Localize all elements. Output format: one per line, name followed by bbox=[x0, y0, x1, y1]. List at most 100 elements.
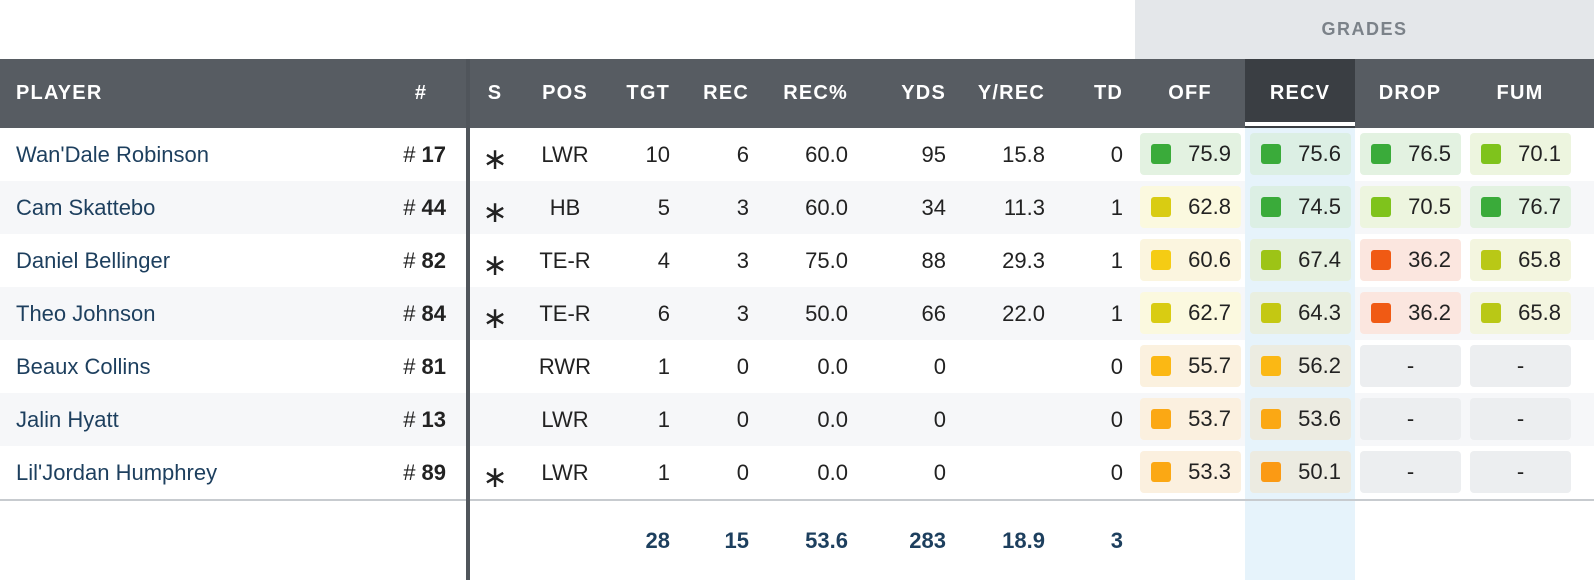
stat-rec: 3 bbox=[736, 300, 749, 326]
table-row[interactable]: Daniel Bellinger #82 ∗ TE-R 4 3 75.0 88 29.3 1 60.… bbox=[0, 234, 1594, 287]
col-header-rec[interactable]: REC bbox=[703, 82, 749, 104]
col-header-tgt[interactable]: TGT bbox=[626, 82, 670, 104]
grade-value: 75.9 bbox=[1188, 141, 1231, 166]
recv-header-active-bg bbox=[1245, 59, 1355, 128]
player-name-link[interactable]: Lil'Jordan Humphrey bbox=[16, 459, 218, 485]
grade-value: 76.7 bbox=[1518, 194, 1561, 219]
stat-rec-pct: 0.0 bbox=[817, 353, 848, 379]
player-name-link[interactable]: Theo Johnson bbox=[16, 300, 156, 326]
col-header-pos[interactable]: POS bbox=[542, 82, 588, 104]
grade-value: 65.8 bbox=[1518, 300, 1561, 325]
stat-y-rec bbox=[950, 446, 1045, 499]
grade-value: 74.5 bbox=[1298, 194, 1341, 219]
grade-recv: 56.2 bbox=[1250, 345, 1351, 387]
jersey-prefix: # bbox=[403, 300, 416, 326]
jersey-number-value: 44 bbox=[421, 194, 446, 220]
jersey-prefix: # bbox=[403, 194, 416, 220]
stat-rec-pct: 0.0 bbox=[817, 406, 848, 432]
grade-off: 75.9 bbox=[1140, 133, 1241, 175]
grade-color-swatch-icon bbox=[1481, 144, 1501, 164]
jersey-number: #89 bbox=[380, 446, 446, 499]
total-rec: 15 bbox=[724, 528, 749, 553]
starter-star-icon: ∗ bbox=[470, 181, 520, 234]
player-name-link[interactable]: Beaux Collins bbox=[16, 353, 151, 379]
table-row[interactable]: Beaux Collins #81 RWR 1 0 0.0 0 0 55.7 56.2 - - bbox=[0, 340, 1594, 393]
col-header-y-rec[interactable]: Y/REC bbox=[977, 82, 1045, 104]
col-header-recv[interactable]: RECV bbox=[1269, 82, 1331, 104]
position-cell: LWR bbox=[541, 459, 589, 485]
row-background bbox=[0, 446, 1245, 499]
grade-recv: 67.4 bbox=[1250, 239, 1351, 281]
grade-fum: 65.8 bbox=[1470, 239, 1571, 281]
grade-recv: 53.6 bbox=[1250, 398, 1351, 440]
table-row[interactable]: Theo Johnson #84 ∗ TE-R 6 3 50.0 66 22.0 1 62.7 64.… bbox=[0, 287, 1594, 340]
grade-color-swatch-icon bbox=[1261, 250, 1281, 270]
stat-rec-pct: 0.0 bbox=[817, 459, 848, 485]
position-cell: RWR bbox=[538, 353, 592, 379]
table-row[interactable]: Jalin Hyatt #13 LWR 1 0 0.0 0 0 53.7 53.6 - - bbox=[0, 393, 1594, 446]
player-name-link[interactable]: Cam Skattebo bbox=[16, 194, 156, 220]
grade-empty: - bbox=[1516, 406, 1525, 431]
position-cell: LWR bbox=[541, 141, 589, 167]
grade-color-swatch-icon bbox=[1261, 356, 1281, 376]
starter-mark: ∗ bbox=[482, 195, 508, 229]
jersey-number: #44 bbox=[380, 181, 446, 234]
grade-recv: 50.1 bbox=[1250, 451, 1351, 493]
grade-fum: 65.8 bbox=[1470, 292, 1571, 334]
grade-off: 60.6 bbox=[1140, 239, 1241, 281]
player-name-link[interactable]: Wan'Dale Robinson bbox=[16, 141, 209, 167]
grade-value: 55.7 bbox=[1188, 353, 1231, 378]
table-row[interactable]: Wan'Dale Robinson #17 ∗ LWR 10 6 60.0 95 15.8 0 75… bbox=[0, 128, 1594, 181]
jersey-prefix: # bbox=[403, 141, 416, 167]
grade-value: 70.1 bbox=[1518, 141, 1561, 166]
col-header-fum[interactable]: FUM bbox=[1496, 82, 1544, 104]
stat-td: 0 bbox=[1110, 406, 1123, 432]
position-cell: HB bbox=[549, 194, 581, 220]
stat-y-rec: 29.3 bbox=[1002, 247, 1045, 273]
col-header-jersey[interactable]: # bbox=[414, 82, 428, 104]
player-column-divider bbox=[466, 59, 470, 580]
jersey-number: #84 bbox=[380, 287, 446, 340]
stat-rec: 3 bbox=[736, 194, 749, 220]
grade-value: 53.3 bbox=[1188, 459, 1231, 484]
player-name-link[interactable]: Jalin Hyatt bbox=[16, 406, 119, 432]
stat-td: 1 bbox=[1110, 300, 1123, 326]
jersey-number: #81 bbox=[380, 340, 446, 393]
stat-y-rec bbox=[950, 393, 1045, 446]
stat-yds: 66 bbox=[921, 300, 946, 326]
col-header-drop[interactable]: DROP bbox=[1378, 82, 1442, 104]
stat-y-rec bbox=[950, 340, 1045, 393]
row-background bbox=[0, 234, 1245, 287]
col-header-off[interactable]: OFF bbox=[1168, 82, 1212, 104]
jersey-number-value: 17 bbox=[421, 141, 446, 167]
jersey-number-value: 84 bbox=[421, 300, 446, 326]
table-row[interactable]: Lil'Jordan Humphrey #89 ∗ LWR 1 0 0.0 0 0 53.3 50.… bbox=[0, 446, 1594, 499]
grade-empty: - bbox=[1516, 353, 1525, 378]
stat-td: 0 bbox=[1110, 141, 1123, 167]
table-row[interactable]: Cam Skattebo #44 ∗ HB 5 3 60.0 34 11.3 1 62.8 74.5 7… bbox=[0, 181, 1594, 234]
stat-rec: 6 bbox=[736, 141, 749, 167]
stat-yds: 0 bbox=[933, 406, 946, 432]
total-y-rec: 18.9 bbox=[1002, 528, 1045, 553]
stat-tgt: 6 bbox=[657, 300, 670, 326]
stat-rec-pct: 60.0 bbox=[805, 194, 848, 220]
col-header-td[interactable]: TD bbox=[1093, 82, 1123, 104]
stat-tgt: 4 bbox=[657, 247, 670, 273]
grades-group-header: GRADES bbox=[1135, 0, 1594, 59]
grade-drop: - bbox=[1360, 451, 1461, 493]
stat-rec: 0 bbox=[736, 406, 749, 432]
jersey-number: #17 bbox=[380, 128, 446, 181]
grade-value: 62.7 bbox=[1188, 300, 1231, 325]
grade-off: 62.8 bbox=[1140, 186, 1241, 228]
row-background bbox=[0, 393, 1245, 446]
player-name-link[interactable]: Daniel Bellinger bbox=[16, 247, 171, 273]
stat-yds: 95 bbox=[921, 141, 946, 167]
row-background bbox=[0, 340, 1245, 393]
grade-color-swatch-icon bbox=[1151, 197, 1171, 217]
col-header-yds[interactable]: YDS bbox=[901, 82, 946, 104]
col-header-s[interactable]: S bbox=[487, 82, 503, 104]
totals-divider bbox=[0, 499, 1594, 501]
grade-color-swatch-icon bbox=[1261, 144, 1281, 164]
col-header-player[interactable]: PLAYER bbox=[16, 82, 103, 104]
col-header-rec-pct[interactable]: REC% bbox=[783, 82, 848, 104]
